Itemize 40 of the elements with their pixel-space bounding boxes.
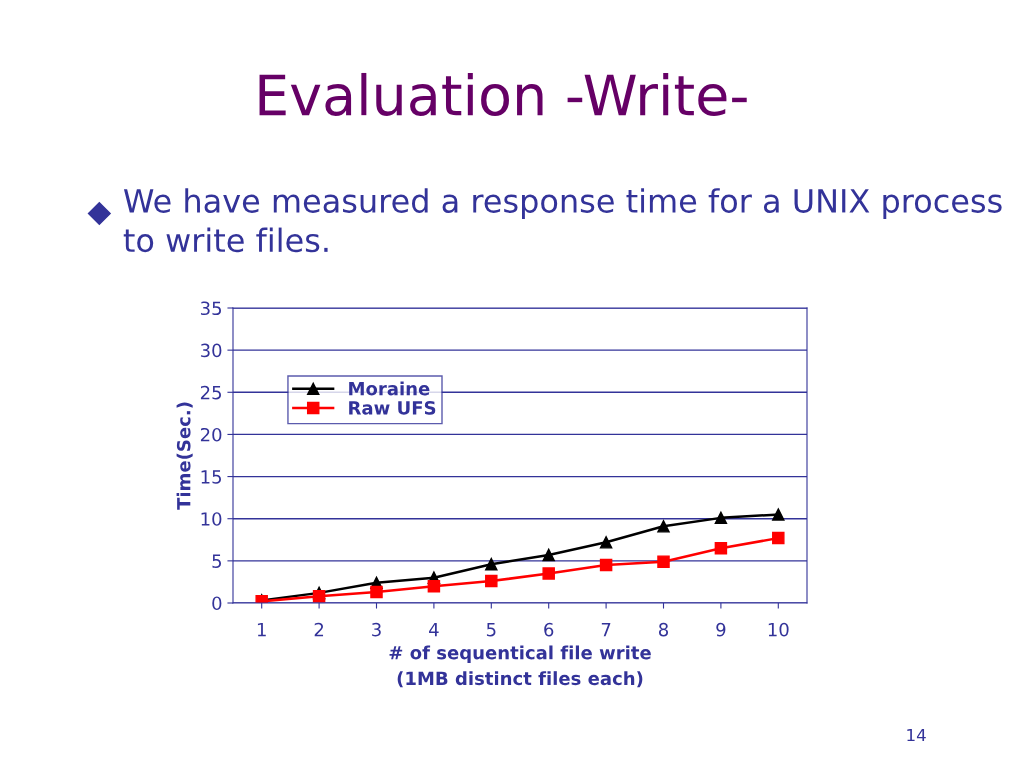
chart-subtitle: We have measured a response time for a UNIX process to write files. xyxy=(123,188,1002,253)
y-axis-title: Time(Sec.) xyxy=(176,402,193,510)
point xyxy=(657,520,670,533)
point xyxy=(542,567,555,580)
point xyxy=(599,536,613,549)
x-tick-label: 10 xyxy=(768,622,789,637)
x-tick-label: 9 xyxy=(716,622,726,637)
point xyxy=(714,511,728,525)
point xyxy=(370,585,383,599)
x-tick-label: 5 xyxy=(486,623,496,637)
text: 14 xyxy=(907,728,926,742)
point xyxy=(312,590,326,603)
y-tick-label: 5 xyxy=(212,554,222,568)
point xyxy=(714,541,728,555)
point xyxy=(485,574,498,588)
x-axis-title: # of sequentical file write (1MB distinct files each) xyxy=(389,645,651,688)
chart-title: Evaluation -Write- xyxy=(259,72,747,116)
y-tick-label: 10 xyxy=(201,512,222,526)
legend-label: Moraine xyxy=(349,381,430,396)
y-tick-label: 20 xyxy=(200,427,222,442)
x-tick-label: 3 xyxy=(372,622,381,637)
x-tick-label: 1 xyxy=(257,623,266,637)
y-tick-label: 25 xyxy=(200,385,222,400)
x-tick-label: 6 xyxy=(544,622,554,637)
x-tick-label: 2 xyxy=(314,622,324,637)
point xyxy=(772,531,785,545)
point xyxy=(599,558,613,572)
point xyxy=(772,508,785,521)
point xyxy=(485,557,498,571)
x-tick-label: 8 xyxy=(658,622,669,637)
y-tick-label: 15 xyxy=(201,470,222,484)
point xyxy=(657,555,670,568)
point xyxy=(542,548,555,562)
y-tick-label: 0 xyxy=(212,596,222,611)
x-tick-label: 7 xyxy=(601,623,611,637)
y-tick-label: 35 xyxy=(200,301,222,316)
point xyxy=(427,579,441,593)
y-tick-label: 30 xyxy=(200,343,222,358)
legend-label: Raw UFS xyxy=(349,401,436,415)
x-tick-label: 4 xyxy=(429,623,439,637)
